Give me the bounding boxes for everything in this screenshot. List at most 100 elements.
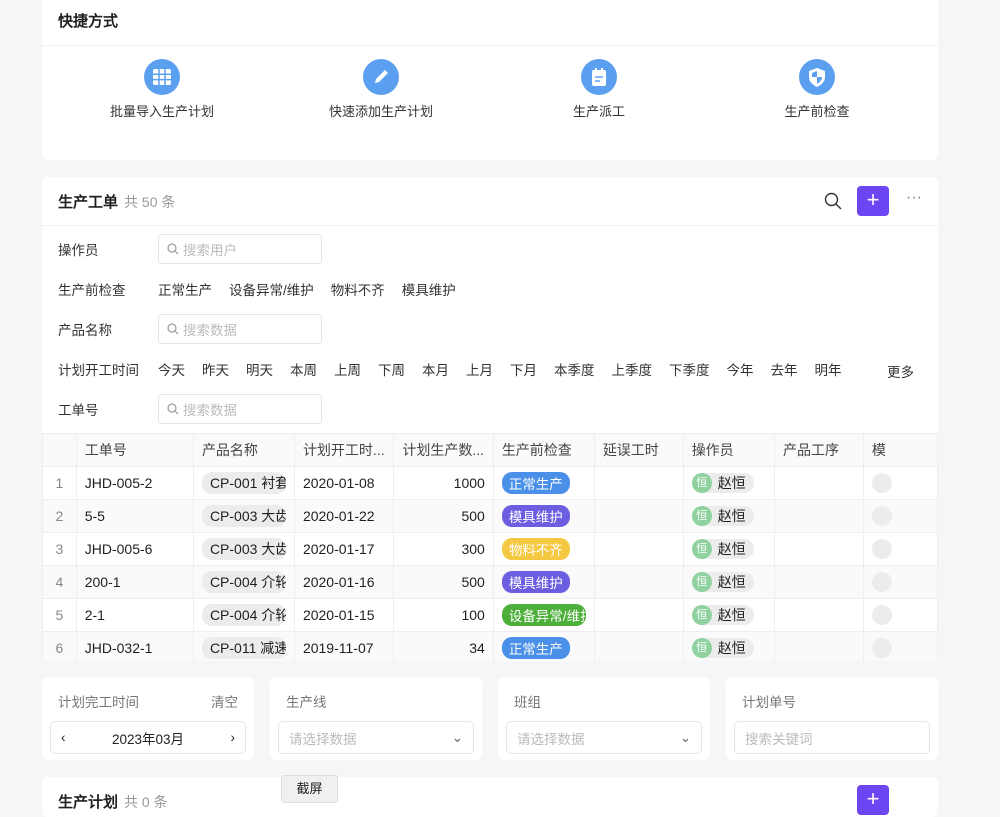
filter-option[interactable]: 今年 <box>726 363 754 378</box>
table-row[interactable]: 5 2-1 CP-004 介轮 2020-01-15 100 设备异常/维护 恒… <box>42 598 938 632</box>
shortcut-dispatch[interactable]: 生产派工 <box>499 59 699 120</box>
avatar: 恒 <box>691 506 712 526</box>
order-no: JHD-005-2 <box>75 466 194 500</box>
order-no-search-input[interactable]: 搜索数据 <box>158 394 322 424</box>
table-row[interactable]: 4 200-1 CP-004 介轮 2020-01-16 500 模具维护 恒赵… <box>42 565 938 599</box>
start-date: 2020-01-15 <box>293 598 395 632</box>
filter-start-time: 计划开工时间 今天 昨天 明天 本周 上周 下周 本月 上月 下月 本季度 上季度 下季度 今年 去年 明年 <box>58 354 938 384</box>
filter-product: 产品名称 搜索数据 <box>58 314 322 344</box>
filter-option[interactable]: 本周 <box>290 363 317 378</box>
row-index: 6 <box>42 631 77 661</box>
filter-precheck: 生产前检查 正常生产 设备异常/维护 物料不齐 模具维护 <box>58 274 473 304</box>
filter-option[interactable]: 下月 <box>510 363 537 378</box>
filter-option[interactable]: 上月 <box>466 363 493 378</box>
column-header[interactable]: 产品名称 <box>192 433 295 467</box>
table-row[interactable]: 6 JHD-032-1 CP-011 减速器 2019-11-07 34 正常生… <box>42 631 938 661</box>
work-orders-title: 生产工单 <box>58 194 119 211</box>
month-picker[interactable]: ‹ 2023年03月 › <box>50 721 246 754</box>
search-icon <box>167 323 179 335</box>
work-orders-header: 生产工单共 50 条 <box>58 191 175 212</box>
start-date: 2020-01-16 <box>293 565 395 599</box>
divider <box>42 225 938 226</box>
pencil-icon <box>363 59 399 95</box>
plans-header: 生产计划共 0 条 <box>58 794 168 811</box>
column-header[interactable]: 生产前检查 <box>492 433 595 467</box>
add-plan-button[interactable]: + <box>857 785 889 815</box>
filter-option[interactable]: 上季度 <box>611 363 653 378</box>
status-badge: 设备异常/维护 <box>501 604 586 626</box>
plan-no-input[interactable]: 搜索关键词 <box>734 721 930 754</box>
shortcut-precheck[interactable]: 生产前检查 <box>717 59 917 120</box>
filter-option[interactable]: 下周 <box>378 363 405 378</box>
more-icon[interactable]: ··· <box>906 189 922 206</box>
filter-option[interactable]: 模具维护 <box>401 283 456 298</box>
avatar: 恒 <box>691 572 712 592</box>
operator-search-input[interactable]: 搜索用户 <box>158 234 322 264</box>
column-header[interactable]: 计划开工时... <box>293 433 395 467</box>
shortcut-batch-import[interactable]: 批量导入生产计划 <box>62 59 262 120</box>
more-link[interactable]: 更多 <box>887 365 914 380</box>
filter-order-no: 工单号 搜索数据 <box>58 394 322 424</box>
filter-option[interactable]: 下季度 <box>669 363 710 378</box>
start-date: 2020-01-22 <box>293 499 395 533</box>
filter-option[interactable]: 物料不齐 <box>330 283 385 298</box>
search-icon <box>167 403 179 415</box>
operator-chip: 恒赵恒 <box>691 473 754 493</box>
clear-button[interactable]: 清空 <box>211 695 238 710</box>
plan-no-filter: 计划单号 搜索关键词 <box>726 677 938 760</box>
avatar: 恒 <box>691 638 712 658</box>
status-badge: 模具维护 <box>501 505 570 527</box>
filter-option[interactable]: 昨天 <box>202 363 229 378</box>
order-no: 5-5 <box>75 499 194 533</box>
filter-option[interactable]: 本季度 <box>554 363 595 378</box>
search-icon[interactable] <box>824 192 842 210</box>
column-header[interactable]: 操作员 <box>682 433 776 467</box>
production-line-filter: 生产线 请选择数据 ⌄ <box>270 677 482 760</box>
quantity: 300 <box>393 532 494 566</box>
filter-option[interactable]: 本月 <box>422 363 449 378</box>
column-header[interactable]: 计划生产数... <box>393 433 494 467</box>
status-badge: 正常生产 <box>501 472 570 494</box>
add-button[interactable]: + <box>857 186 889 216</box>
shortcuts-card: 快捷方式 批量导入生产计划 快速添加生产计划 生产派工 生产前检查 <box>42 0 938 160</box>
avatar: 恒 <box>691 539 712 559</box>
quantity: 1000 <box>393 466 494 500</box>
chevron-down-icon: ⌄ <box>679 729 691 745</box>
table-row[interactable]: 3 JHD-005-6 CP-003 大齿轮 2020-01-17 300 物料… <box>42 532 938 566</box>
product-chip: CP-004 介轮 <box>201 571 286 593</box>
column-header[interactable]: 产品工序 <box>774 433 864 467</box>
filter-option[interactable]: 今天 <box>158 363 185 378</box>
production-plans-card: 生产计划共 0 条 + <box>42 777 938 817</box>
filter-option[interactable]: 设备异常/维护 <box>229 283 314 298</box>
work-orders-card: 生产工单共 50 条 + ··· 操作员 搜索用户 生产前检查 正常生产 设备异… <box>42 177 938 661</box>
filter-option[interactable]: 明年 <box>814 363 842 378</box>
product-search-input[interactable]: 搜索数据 <box>158 314 322 344</box>
shortcuts-title: 快捷方式 <box>58 13 119 30</box>
shield-icon <box>799 59 835 95</box>
next-month-icon[interactable]: › <box>230 730 236 745</box>
row-index: 4 <box>42 565 77 599</box>
order-no: 2-1 <box>75 598 194 632</box>
order-no: JHD-032-1 <box>75 631 194 661</box>
column-header[interactable]: 延误工时 <box>593 433 684 467</box>
filter-option[interactable]: 正常生产 <box>158 283 212 298</box>
table-row[interactable]: 1 JHD-005-2 CP-001 衬套 2020-01-08 1000 正常… <box>42 466 938 500</box>
status-badge: 正常生产 <box>501 637 570 659</box>
team-select[interactable]: 请选择数据 ⌄ <box>506 721 702 754</box>
filter-option[interactable]: 去年 <box>770 363 798 378</box>
status-badge: 物料不齐 <box>501 538 570 560</box>
column-header[interactable]: 工单号 <box>75 433 194 467</box>
avatar: 恒 <box>691 605 712 625</box>
column-header[interactable]: 模 <box>862 433 938 467</box>
prev-month-icon[interactable]: ‹ <box>61 730 66 745</box>
table-row[interactable]: 2 5-5 CP-003 大齿轮 2020-01-22 500 模具维护 恒赵恒 <box>42 499 938 533</box>
product-chip: CP-004 介轮 <box>201 604 286 626</box>
shortcut-quick-add[interactable]: 快速添加生产计划 <box>281 59 481 120</box>
operator-chip: 恒赵恒 <box>691 638 754 658</box>
start-date: 2019-11-07 <box>293 631 395 661</box>
filter-option[interactable]: 上周 <box>334 363 361 378</box>
filter-option[interactable]: 明天 <box>246 363 273 378</box>
column-header[interactable] <box>42 433 77 467</box>
production-line-select[interactable]: 请选择数据 ⌄ <box>278 721 474 754</box>
quantity: 100 <box>393 598 494 632</box>
